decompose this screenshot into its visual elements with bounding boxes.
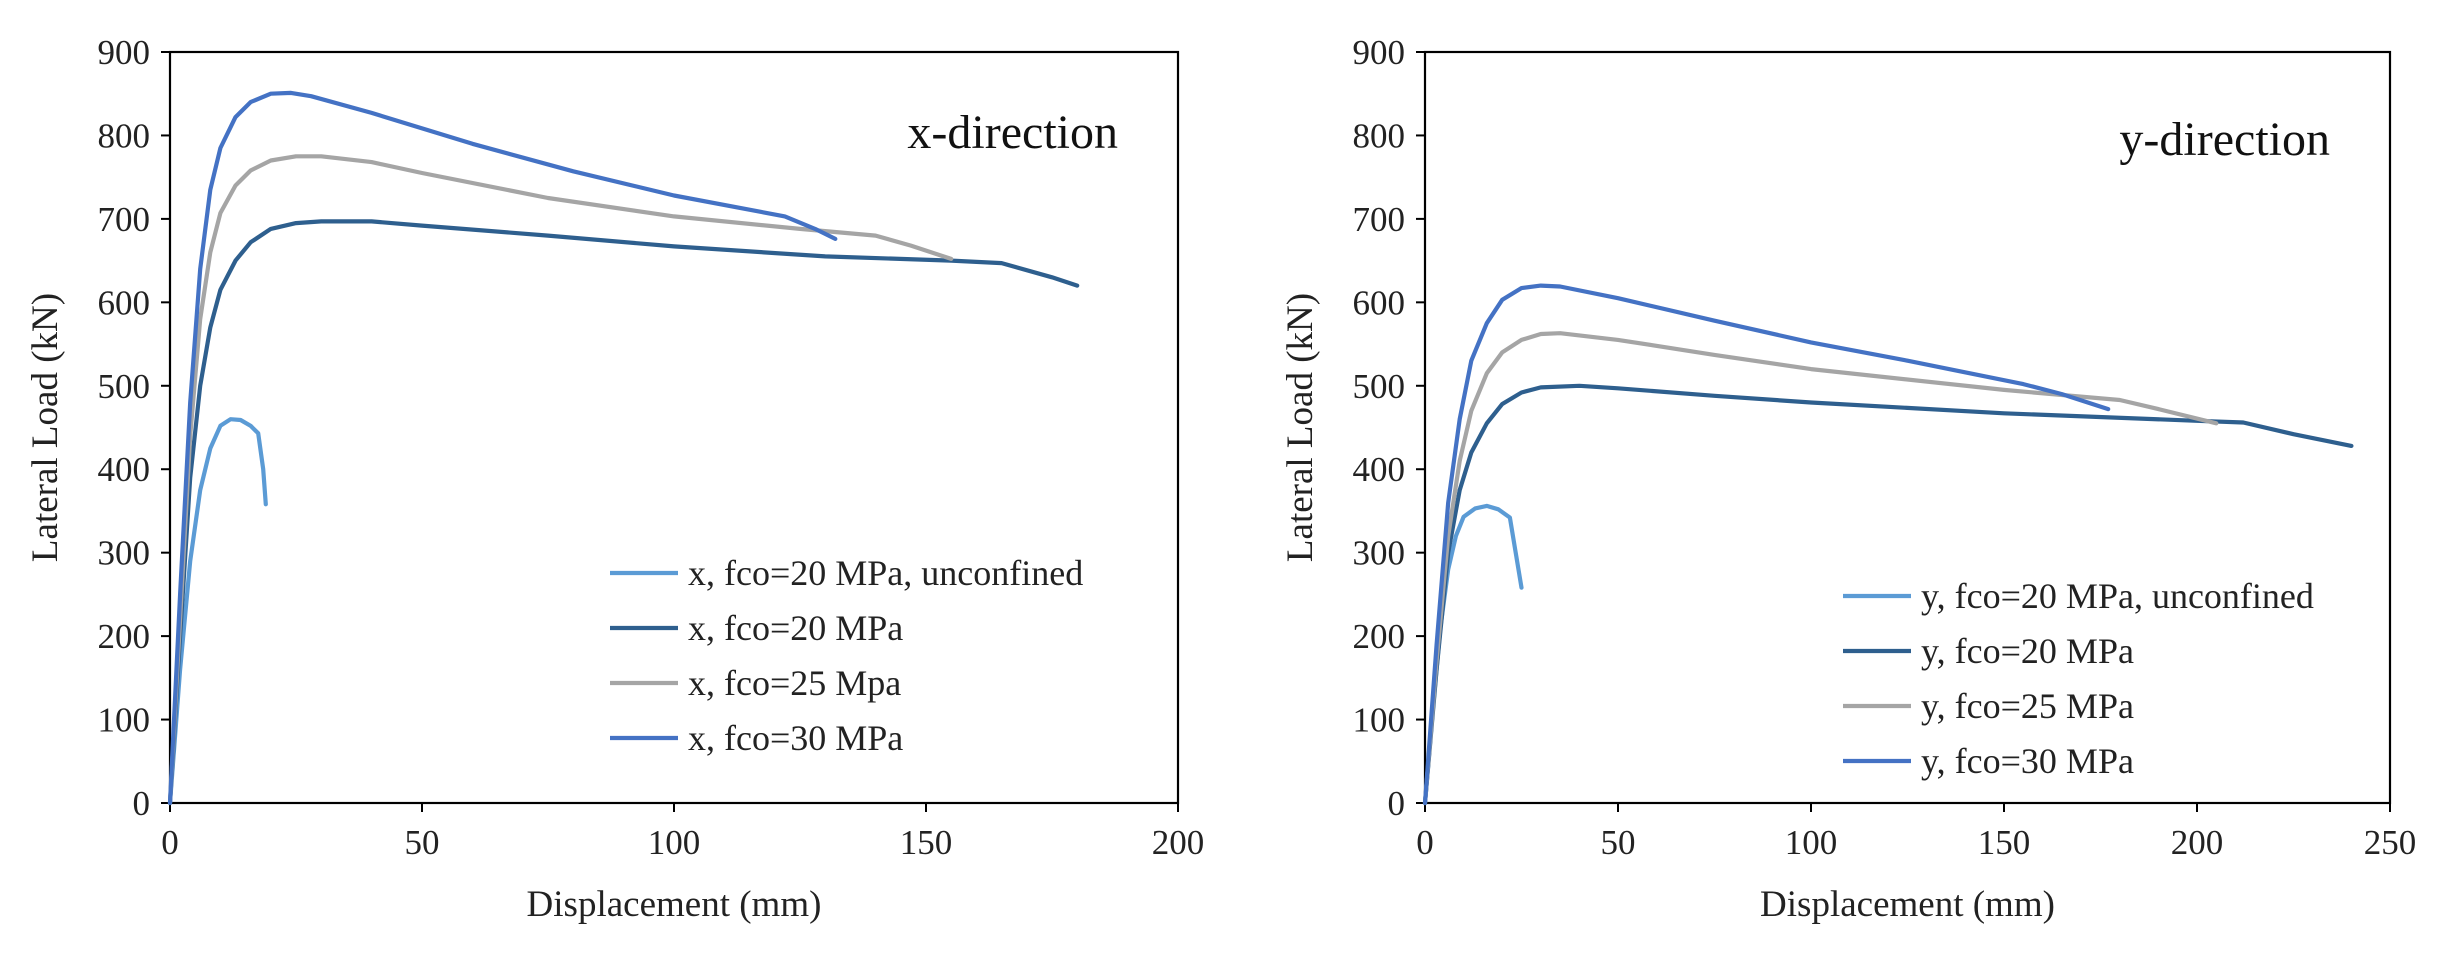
direction-annotation: y-direction xyxy=(2119,113,2330,166)
y-tick-label: 700 xyxy=(1353,200,1406,239)
y-tick-label: 100 xyxy=(98,701,151,740)
x-tick-label: 150 xyxy=(900,823,953,862)
y-tick-label: 800 xyxy=(1353,116,1406,155)
y-tick-label: 0 xyxy=(133,784,151,823)
y-tick-label: 500 xyxy=(98,367,151,406)
y-tick-label: 300 xyxy=(1353,534,1406,573)
x-tick-label: 250 xyxy=(2364,823,2417,862)
y-tick-label: 400 xyxy=(1353,450,1406,489)
legend-label: y, fco=20 MPa xyxy=(1921,631,2134,671)
y-tick-label: 400 xyxy=(98,450,151,489)
series-line-2 xyxy=(167,219,1080,806)
legend-label: x, fco=20 MPa, unconfined xyxy=(688,553,1083,593)
legend-label: y, fco=25 MPa xyxy=(1921,686,2134,726)
x-tick-label: 100 xyxy=(648,823,701,862)
series-line-3 xyxy=(167,154,954,806)
y-tick-label: 200 xyxy=(98,617,151,656)
x-tick-label: 0 xyxy=(1416,823,1434,862)
x-tick-label: 100 xyxy=(1785,823,1838,862)
legend-label: x, fco=20 MPa xyxy=(688,608,903,648)
series-line-4 xyxy=(167,90,838,806)
series-line-1 xyxy=(167,417,268,806)
y-tick-label: 300 xyxy=(98,534,151,573)
x-axis-title: Displacement (mm) xyxy=(1760,884,2055,925)
y-tick-label: 100 xyxy=(1353,701,1406,740)
legend-label: y, fco=30 MPa xyxy=(1921,741,2134,781)
x-tick-label: 200 xyxy=(1152,823,1205,862)
plot-frame xyxy=(168,50,1180,805)
legend-label: x, fco=30 MPa xyxy=(688,718,903,758)
y-tick-label: 500 xyxy=(1353,367,1406,406)
y-tick-label: 700 xyxy=(98,200,151,239)
y-tick-label: 600 xyxy=(1353,283,1406,322)
x-tick-label: 0 xyxy=(161,823,179,862)
x-tick-label: 50 xyxy=(1601,823,1636,862)
legend-label: x, fco=25 Mpa xyxy=(688,663,901,703)
y-tick-label: 800 xyxy=(98,116,151,155)
series-line-4 xyxy=(1422,283,2111,806)
y-tick-label: 0 xyxy=(1388,784,1406,823)
chart-y-direction: 0 100 200 300 400 500 600 700 800 900 0 50 100 150 200… xyxy=(1280,33,2416,925)
x-tick-label: 50 xyxy=(405,823,440,862)
x-tick-label: 150 xyxy=(1978,823,2031,862)
direction-annotation: x-direction xyxy=(907,106,1118,159)
chart-x-direction: 0 100 200 300 400 500 600 700 800 900 0 50 100 150 200… xyxy=(25,33,1204,925)
x-tick-label: 200 xyxy=(2171,823,2224,862)
y-tick-label: 900 xyxy=(1353,33,1406,72)
y-axis-title: Lateral Load (kN) xyxy=(25,293,66,562)
y-tick-label: 600 xyxy=(98,283,151,322)
x-axis-title: Displacement (mm) xyxy=(527,884,822,925)
y-tick-label: 900 xyxy=(98,33,151,72)
legend-label: y, fco=20 MPa, unconfined xyxy=(1921,576,2314,616)
y-tick-label: 200 xyxy=(1353,617,1406,656)
plot-frame xyxy=(1423,50,2392,805)
series-line-3 xyxy=(1422,331,2219,806)
y-axis-title: Lateral Load (kN) xyxy=(1280,293,1321,562)
